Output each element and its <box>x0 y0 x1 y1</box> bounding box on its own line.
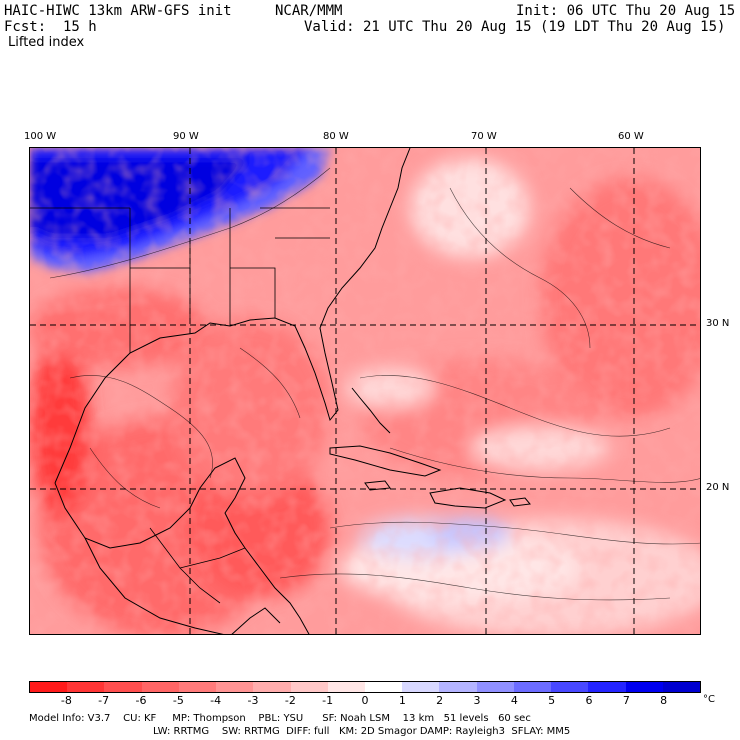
footer-physics-info: LW: RRTMG SW: RRTMG DIFF: full KM: 2D Sm… <box>153 726 571 737</box>
lat-label-30n: 30 N <box>706 318 730 329</box>
lon-label-100w: 100 W <box>24 131 57 142</box>
colorbar-tick-label: 5 <box>548 694 556 707</box>
footer-model-info: Model Info: V3.7 CU: KF MP: Thompson PBL… <box>29 713 531 724</box>
model-title: HAIC-HIWC 13km ARW-GFS init <box>4 3 232 19</box>
forecast-hour: Fcst: 15 h <box>4 19 97 35</box>
colorbar-tick-label: 0 <box>361 694 369 707</box>
colorbar-segment <box>290 682 328 692</box>
colorbar-segment <box>402 682 440 692</box>
colorbar-segment <box>30 682 68 692</box>
map-canvas <box>30 148 700 634</box>
colorbar-segment <box>178 682 217 692</box>
colorbar-tick-label: -7 <box>98 694 110 707</box>
lon-label-90w: 90 W <box>173 131 199 142</box>
init-time: Init: 06 UTC Thu 20 Aug 15 <box>516 3 736 19</box>
org-label: NCAR/MMM <box>275 3 343 19</box>
state-borders <box>30 207 330 604</box>
colorbar-tick-label: 8 <box>660 694 668 707</box>
colorbar-segment <box>588 682 626 692</box>
colorbar-tick-label: -1 <box>322 694 334 707</box>
colorbar-tick-label: 4 <box>510 694 518 707</box>
colorbar-segment <box>551 682 589 692</box>
colorbar-tick-label: 3 <box>473 694 481 707</box>
lon-label-70w: 70 W <box>471 131 497 142</box>
colorbar-segment <box>67 682 105 692</box>
colorbar-segment <box>141 682 179 692</box>
colorbar-tick-label: -4 <box>210 694 222 707</box>
colorbar-unit: °C <box>703 694 715 705</box>
lon-label-80w: 80 W <box>323 131 349 142</box>
colorbar-tick-label: -8 <box>60 694 72 707</box>
colorbar-labels: -8 -7 -6 -5 -4 -3 -2 -1 0 1 2 3 4 5 6 7 8 <box>29 694 701 708</box>
lat-label-20n: 20 N <box>706 482 730 493</box>
colorbar-segment <box>513 682 552 692</box>
colorbar-tick-label: -2 <box>284 694 296 707</box>
colorbar-tick-label: 1 <box>398 694 406 707</box>
colorbar-segment <box>216 682 254 692</box>
colorbar-tick-label: 2 <box>436 694 444 707</box>
colorbar-segment <box>104 682 142 692</box>
li-contours <box>49 167 700 601</box>
colorbar <box>29 681 701 693</box>
graticule <box>30 148 700 634</box>
field-texture <box>30 148 700 634</box>
colorbar-tick-label: 6 <box>585 694 593 707</box>
valid-time: Valid: 21 UTC Thu 20 Aug 15 (19 LDT Thu … <box>304 19 726 35</box>
colorbar-tick-label: -5 <box>172 694 184 707</box>
colorbar-segment <box>364 682 403 692</box>
colorbar-segment <box>439 682 477 692</box>
lifted-index-map <box>29 147 701 635</box>
colorbar-segment <box>327 682 365 692</box>
colorbar-tick-label: 7 <box>622 694 630 707</box>
colorbar-segment <box>625 682 663 692</box>
colorbar-tick-label: -3 <box>247 694 259 707</box>
coastlines <box>54 148 531 634</box>
colorbar-segment <box>476 682 514 692</box>
colorbar-segment <box>253 682 291 692</box>
colorbar-segment <box>662 682 700 692</box>
lon-label-60w: 60 W <box>618 131 644 142</box>
colorbar-tick-label: -6 <box>135 694 147 707</box>
field-name: Lifted index <box>8 35 85 50</box>
